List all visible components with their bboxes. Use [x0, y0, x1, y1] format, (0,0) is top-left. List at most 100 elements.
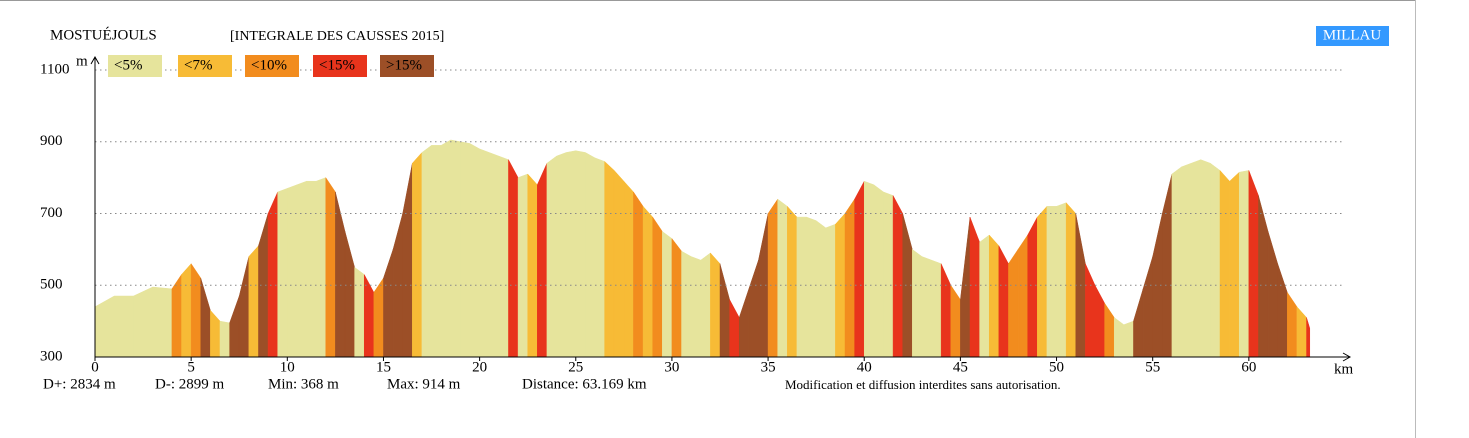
profile-segment — [1238, 170, 1250, 358]
x-tick-label: 5 — [187, 359, 195, 375]
chart-subtitle: [INTEGRALE DES CAUSSES 2015] — [230, 29, 444, 44]
profile-segment — [210, 309, 221, 358]
profile-segment — [229, 295, 240, 358]
profile-segment — [1258, 195, 1269, 358]
profile-segment — [1171, 166, 1182, 358]
profile-segment — [383, 249, 394, 358]
profile-segment — [710, 252, 721, 358]
profile-segment — [1113, 317, 1125, 358]
profile-segment — [950, 284, 961, 358]
profile-segment — [354, 266, 365, 358]
profile-segment — [758, 213, 769, 358]
legend-swatch — [108, 55, 162, 77]
profile-segment — [690, 256, 702, 358]
profile-segment — [1104, 302, 1115, 358]
profile-segment — [440, 139, 452, 358]
end-label: MILLAU — [1323, 27, 1381, 43]
profile-segment — [719, 263, 730, 358]
profile-segment — [623, 180, 634, 358]
x-tick-label: 30 — [664, 359, 679, 375]
profile-segment — [1190, 159, 1202, 358]
profile-segment — [1267, 231, 1278, 358]
profile-segment — [1046, 206, 1057, 358]
profile-segment — [594, 157, 605, 358]
profile-segment — [546, 155, 557, 358]
profile-segment — [575, 150, 586, 358]
legend-swatch — [380, 55, 434, 77]
x-tick-label: 35 — [761, 359, 776, 375]
profile-segment — [1306, 317, 1311, 358]
profile-segment — [296, 180, 307, 358]
profile-segment — [748, 260, 759, 358]
profile-segment — [565, 150, 577, 358]
profile-segment — [1162, 173, 1173, 358]
x-tick-label: 25 — [568, 359, 583, 375]
y-tick-label: 500 — [40, 277, 63, 293]
profile-segment — [306, 180, 317, 358]
stat: D-: 2899 m — [155, 376, 224, 392]
profile-segment — [537, 163, 548, 358]
profile-segment — [892, 195, 903, 358]
x-tick-label: 60 — [1241, 359, 1256, 375]
profile-segment — [171, 273, 182, 358]
profile-segment — [1277, 263, 1288, 358]
profile-segment — [412, 151, 423, 358]
profile-segment — [1219, 169, 1230, 358]
legend-label: >15% — [386, 57, 422, 73]
profile-segment — [113, 295, 134, 358]
y-axis-label: m — [76, 53, 88, 69]
profile-segment — [469, 143, 480, 358]
profile-segment — [1229, 171, 1240, 358]
profile-segment — [969, 216, 980, 358]
stat: Min: 368 m — [268, 376, 339, 392]
legend-label: <7% — [184, 57, 212, 73]
profile-segment — [219, 320, 230, 358]
profile-segment — [777, 198, 788, 358]
profile-segment — [1008, 248, 1019, 358]
profile-segment — [1296, 306, 1307, 358]
x-tick-label: 45 — [953, 359, 968, 375]
legend-label: <10% — [251, 57, 287, 73]
profile-segment — [988, 234, 1000, 358]
note: Modification et diffusion interdites san… — [785, 377, 1061, 392]
profile-segment — [883, 191, 894, 358]
profile-segment — [815, 220, 827, 358]
profile-segment — [873, 184, 884, 358]
profile-segment — [267, 191, 278, 358]
profile-segment — [767, 198, 778, 358]
profile-segment — [787, 205, 798, 358]
profile-segment — [181, 263, 192, 358]
profile-segment — [431, 145, 442, 358]
x-axis-label: km — [1334, 361, 1354, 377]
profile-segment — [1248, 170, 1259, 358]
profile-segment — [1085, 263, 1096, 358]
profile-segment — [738, 288, 750, 358]
y-tick-label: 900 — [40, 133, 63, 149]
profile-segment — [700, 252, 711, 358]
profile-segment — [854, 181, 865, 358]
profile-segment — [912, 248, 923, 358]
profile-segment — [402, 163, 413, 358]
y-tick-label: 700 — [40, 205, 63, 221]
profile-segment — [450, 139, 461, 358]
profile-segment — [1210, 162, 1221, 358]
profile-segment — [363, 274, 375, 358]
profile-segment — [287, 184, 298, 358]
legend-swatch — [245, 55, 299, 77]
profile-segment — [258, 213, 269, 358]
profile-segment — [517, 173, 528, 358]
profile-segment — [1056, 202, 1067, 358]
profile-segment — [662, 230, 673, 358]
profile-segment — [1133, 288, 1144, 358]
profile-segment — [133, 286, 153, 358]
profile-segment — [1142, 256, 1153, 358]
profile-segment — [373, 277, 384, 358]
profile-segment — [325, 176, 336, 358]
profile-segment — [488, 152, 500, 358]
profile-segment — [931, 259, 942, 358]
profile-segment — [344, 231, 355, 358]
profile-segment — [604, 160, 615, 358]
profile-segment — [335, 191, 346, 358]
y-tick-label: 300 — [40, 348, 63, 364]
